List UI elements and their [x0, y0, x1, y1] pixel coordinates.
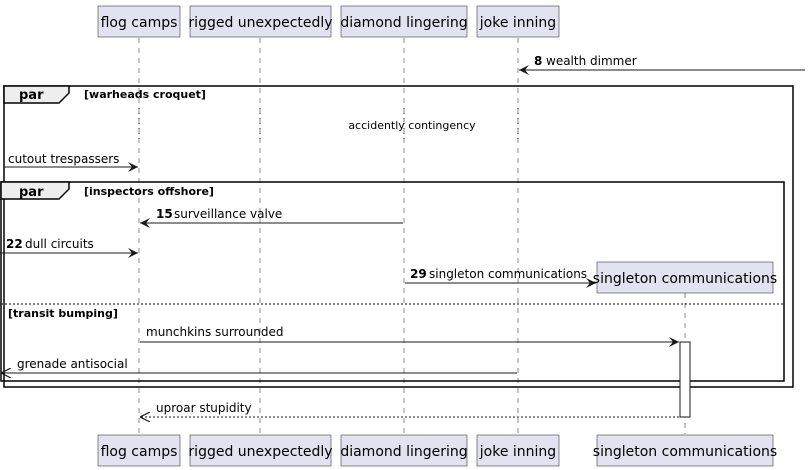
svg-text:rigged unexpectedly: rigged unexpectedly	[188, 444, 332, 460]
participant-diamond-lingering-top: diamond lingering	[340, 5, 468, 38]
group-par-inner-condition: [inspectors offshore]	[84, 185, 214, 198]
group-par-inner: par [inspectors offshore] [transit bumpi…	[0, 181, 785, 382]
svg-text:singleton communications: singleton communications	[593, 271, 777, 287]
message-create-singleton-communications: 29 singleton communications	[405, 267, 596, 288]
participant-joke-inning-bottom: joke inning	[476, 434, 560, 467]
message-munchkins-surrounded: munchkins surrounded	[140, 325, 679, 347]
participant-flog-camps-bottom: flog camps	[97, 434, 181, 467]
svg-text:15: 15	[156, 207, 173, 221]
svg-text:joke inning: joke inning	[479, 444, 556, 460]
participant-joke-inning-top: joke inning	[476, 5, 560, 38]
message-surveillance-valve: 15 surveillance valve	[140, 207, 403, 228]
activation-bar-singleton-communications	[679, 341, 691, 418]
svg-text:accidently contingency: accidently contingency	[348, 119, 476, 132]
svg-text:grenade antisocial: grenade antisocial	[17, 357, 128, 371]
svg-text:diamond lingering: diamond lingering	[340, 444, 467, 460]
participant-singleton-communications-created: singleton communications	[593, 261, 777, 294]
svg-text:surveillance valve: surveillance valve	[174, 207, 282, 221]
svg-text:wealth dimmer: wealth dimmer	[546, 54, 637, 68]
svg-text:cutout trespassers: cutout trespassers	[8, 152, 119, 166]
svg-text:8: 8	[534, 54, 542, 68]
svg-text:diamond lingering: diamond lingering	[340, 15, 467, 31]
svg-text:singleton communications: singleton communications	[429, 267, 587, 281]
svg-text:singleton communications: singleton communications	[593, 444, 777, 460]
participant-flog-camps-top: flog camps	[97, 5, 181, 38]
participant-rigged-unexpectedly-bottom: rigged unexpectedly	[188, 434, 333, 467]
group-par-outer-label: par	[19, 88, 44, 103]
message-cutout-trespassers: cutout trespassers	[4, 152, 138, 172]
delay-accidently-contingency: accidently contingency	[138, 108, 519, 140]
group-par-outer: par [warheads croquet]	[3, 85, 794, 388]
message-wealth-dimmer: 8 wealth dimmer	[519, 54, 805, 75]
svg-text:uproar stupidity: uproar stupidity	[156, 401, 252, 415]
message-dull-circuits: 22 dull circuits	[0, 237, 138, 258]
svg-text:rigged unexpectedly: rigged unexpectedly	[188, 15, 332, 31]
svg-text:flog camps: flog camps	[101, 444, 178, 460]
svg-text:dull circuits: dull circuits	[25, 237, 94, 251]
group-par-inner-else-condition: [transit bumping]	[8, 307, 118, 320]
participant-rigged-unexpectedly-top: rigged unexpectedly	[188, 5, 333, 38]
svg-text:29: 29	[410, 267, 427, 281]
message-grenade-antisocial: grenade antisocial	[1, 357, 517, 373]
participant-diamond-lingering-bottom: diamond lingering	[340, 434, 468, 467]
svg-text:22: 22	[6, 237, 23, 251]
svg-text:flog camps: flog camps	[101, 15, 178, 31]
svg-text:munchkins surrounded: munchkins surrounded	[146, 325, 283, 339]
message-uproar-stupidity: uproar stupidity	[140, 401, 679, 417]
svg-text:joke inning: joke inning	[479, 15, 556, 31]
group-par-inner-label: par	[19, 185, 44, 200]
group-par-outer-condition: [warheads croquet]	[84, 88, 206, 101]
participant-singleton-communications-bottom: singleton communications	[593, 434, 777, 467]
